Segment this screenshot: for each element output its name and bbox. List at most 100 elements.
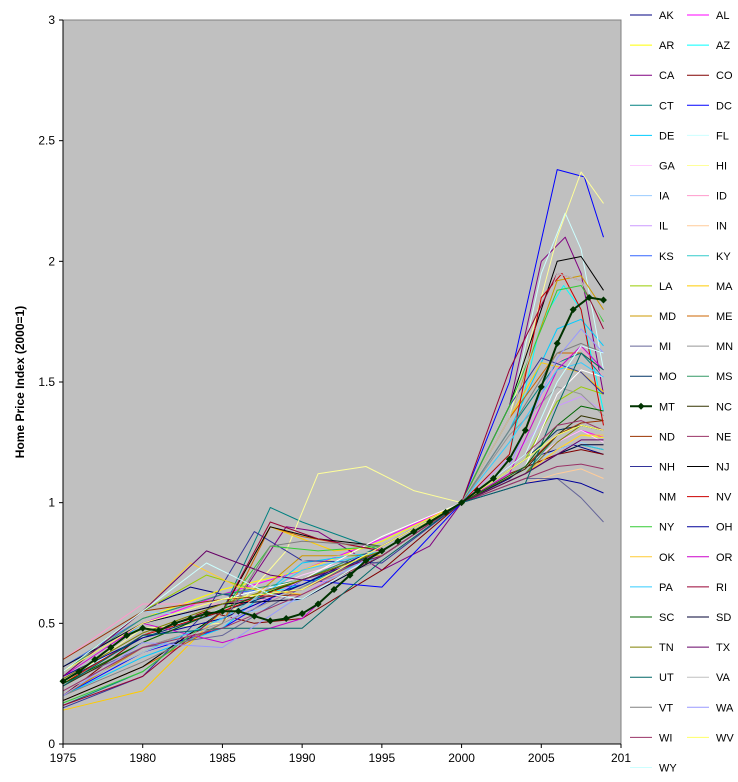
- legend-label: OR: [716, 552, 733, 564]
- legend: AK AL AR AZ CA CO CT DC DE FL GA HI IA ID IL IN KS KY LA MA…: [630, 10, 734, 775]
- legend-label: AZ: [716, 40, 730, 52]
- legend-item-vt: VT: [630, 702, 673, 714]
- legend-item-nv: NV: [687, 492, 732, 504]
- legend-label: VT: [659, 702, 673, 714]
- legend-item-mi: MI: [630, 341, 671, 353]
- series-point-mt: [234, 607, 242, 615]
- series-point-mt: [346, 571, 354, 579]
- legend-item-va: VA: [687, 672, 731, 684]
- legend-label: HI: [716, 161, 727, 173]
- legend-item-in: IN: [687, 221, 727, 233]
- x-tick-label: 1990: [289, 751, 316, 765]
- legend-label: MA: [716, 281, 733, 293]
- legend-item-ri: RI: [687, 582, 727, 594]
- legend-label: ND: [659, 431, 675, 443]
- legend-label: IA: [659, 191, 670, 203]
- series-point-mt: [489, 475, 497, 483]
- series-layer: [59, 169, 607, 711]
- x-tick-label: 2005: [528, 751, 555, 765]
- legend-label: MD: [659, 311, 676, 323]
- legend-item-mt: MT: [630, 401, 675, 413]
- legend-item-ia: IA: [630, 191, 670, 203]
- legend-label: DC: [716, 100, 732, 112]
- y-tick-label: 1.5: [38, 375, 55, 389]
- legend-label: MT: [659, 401, 675, 413]
- legend-label: IN: [716, 221, 727, 233]
- legend-item-md: MD: [630, 311, 676, 323]
- y-tick-label: 1: [48, 496, 55, 510]
- series-line-wi: [62, 420, 604, 692]
- legend-item-hi: HI: [687, 161, 727, 173]
- legend-label: GA: [659, 161, 676, 173]
- legend-item-nc: NC: [687, 401, 732, 413]
- legend-item-pa: PA: [630, 582, 674, 594]
- series-point-mt: [314, 600, 322, 608]
- y-tick-label: 2.5: [38, 134, 55, 148]
- legend-item-ar: AR: [630, 40, 674, 52]
- legend-label: WI: [659, 732, 672, 744]
- legend-label: SD: [716, 612, 731, 624]
- series-point-mt: [569, 306, 577, 314]
- series-point-mt: [521, 426, 529, 434]
- series-point-mt: [171, 619, 179, 627]
- legend-item-ct: CT: [630, 100, 674, 112]
- legend-label: LA: [659, 281, 673, 293]
- series-point-mt: [155, 627, 163, 635]
- legend-label: SC: [659, 612, 674, 624]
- legend-label: RI: [716, 582, 727, 594]
- legend-label: NY: [659, 522, 675, 534]
- legend-label: CT: [659, 100, 674, 112]
- legend-label: OH: [716, 522, 733, 534]
- legend-label: WY: [659, 763, 677, 775]
- legend-item-ga: GA: [630, 161, 676, 173]
- series-point-mt: [474, 487, 482, 495]
- legend-item-al: AL: [687, 10, 729, 22]
- legend-label: KY: [716, 251, 731, 263]
- legend-item-la: LA: [630, 281, 673, 293]
- legend-item-mn: MN: [687, 341, 733, 353]
- series-point-mt: [187, 615, 195, 623]
- series-point-mt: [123, 631, 131, 639]
- legend-label: MS: [716, 371, 733, 383]
- series-point-mt: [107, 643, 115, 651]
- legend-item-de: DE: [630, 130, 674, 142]
- legend-item-nd: ND: [630, 431, 675, 443]
- legend-label: NC: [716, 401, 732, 413]
- legend-label: NE: [716, 431, 731, 443]
- y-tick-label: 0: [48, 737, 55, 751]
- legend-label: WA: [716, 702, 734, 714]
- legend-item-wi: WI: [630, 732, 672, 744]
- legend-label: TX: [716, 642, 731, 654]
- legend-label: UT: [659, 672, 674, 684]
- legend-item-id: ID: [687, 191, 727, 203]
- legend-label: PA: [659, 582, 674, 594]
- series-point-mt: [599, 296, 607, 304]
- legend-item-ky: KY: [687, 251, 731, 263]
- series-point-mt: [505, 455, 513, 463]
- series-point-mt: [330, 586, 338, 594]
- legend-item-az: AZ: [687, 40, 730, 52]
- legend-label: NH: [659, 462, 675, 474]
- x-tick-label: 201: [611, 751, 631, 765]
- series-line-wv: [62, 424, 604, 673]
- legend-item-oh: OH: [687, 522, 733, 534]
- legend-item-sd: SD: [687, 612, 731, 624]
- legend-item-ms: MS: [687, 371, 733, 383]
- x-tick-label: 1985: [209, 751, 236, 765]
- legend-label: DE: [659, 130, 674, 142]
- series-point-mt: [585, 294, 593, 302]
- y-tick-label: 3: [48, 13, 55, 27]
- legend-item-tx: TX: [687, 642, 731, 654]
- x-tick-label: 2000: [448, 751, 475, 765]
- legend-item-dc: DC: [687, 100, 732, 112]
- legend-item-me: ME: [687, 311, 733, 323]
- series-point-mt: [298, 610, 306, 618]
- legend-label: AL: [716, 10, 729, 22]
- legend-label: NJ: [716, 462, 729, 474]
- legend-label: NV: [716, 492, 732, 504]
- series-point-mt: [394, 537, 402, 545]
- legend-item-ks: KS: [630, 251, 674, 263]
- legend-label: WV: [716, 732, 734, 744]
- legend-label: CA: [659, 70, 675, 82]
- legend-item-tn: TN: [630, 642, 674, 654]
